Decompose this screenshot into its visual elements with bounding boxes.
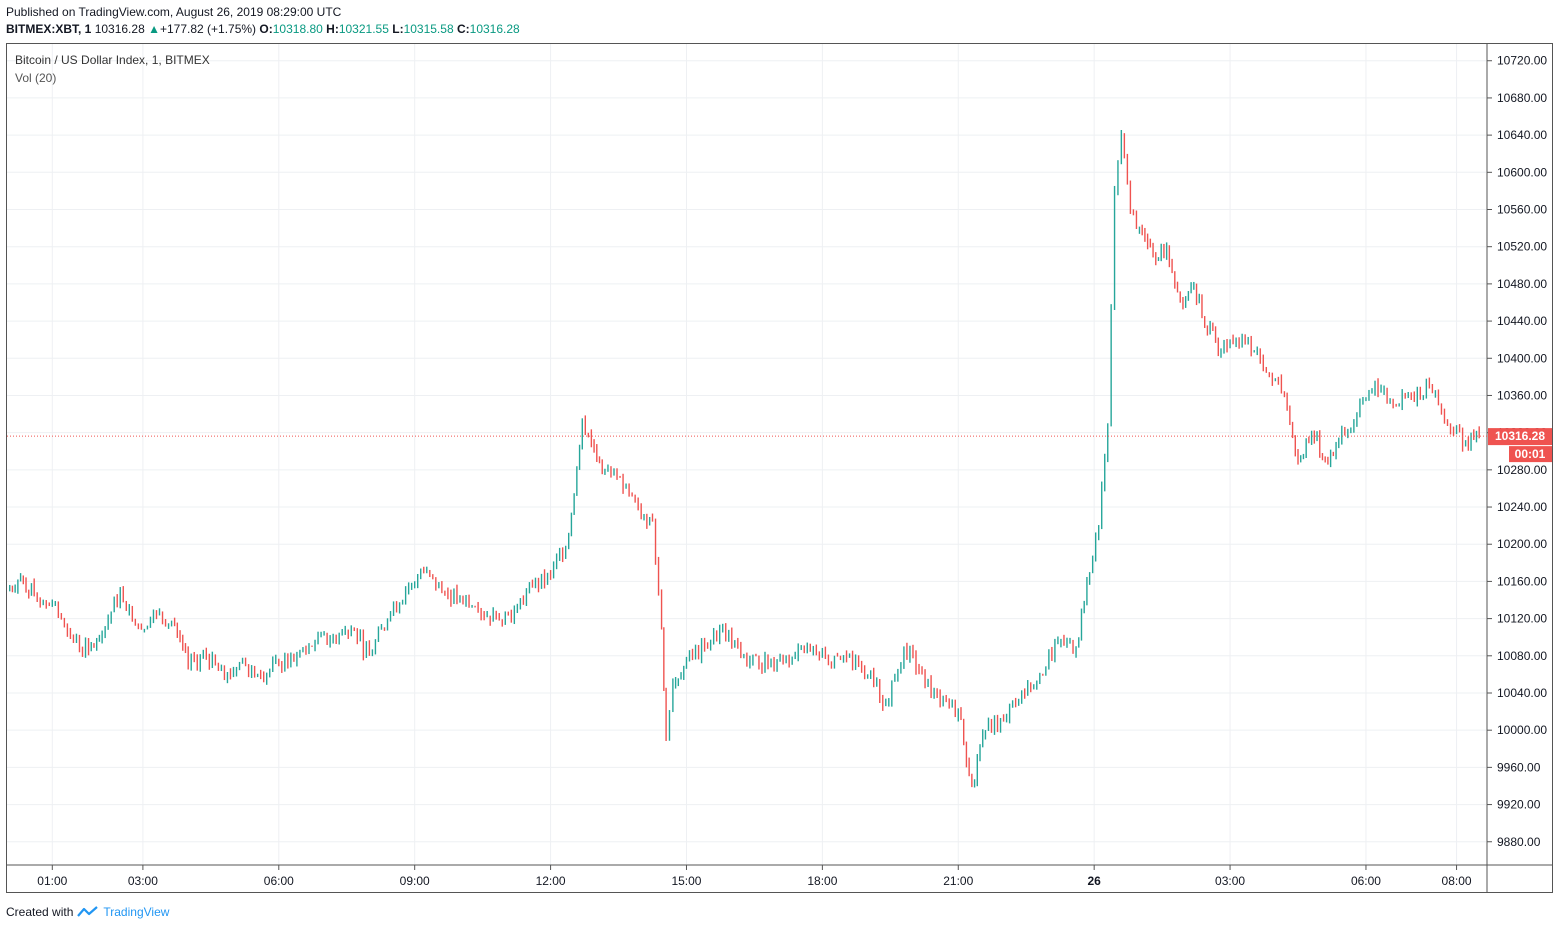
x-tick-label: 21:00 <box>943 874 973 888</box>
open-value: 10318.80 <box>272 22 323 36</box>
y-tick-label: 10400.00 <box>1497 351 1547 365</box>
low-label: L: <box>392 22 404 36</box>
y-tick-label: 9880.00 <box>1497 835 1541 849</box>
close-value: 10316.28 <box>469 22 520 36</box>
y-tick-label: 10440.00 <box>1497 314 1547 328</box>
y-tick-label: 10200.00 <box>1497 537 1547 551</box>
y-tick-label: 10160.00 <box>1497 574 1547 588</box>
symbol-label[interactable]: BITMEX:XBT, 1 <box>6 22 92 36</box>
y-tick-label: 10040.00 <box>1497 686 1547 700</box>
countdown-badge-text: 00:01 <box>1515 447 1546 461</box>
y-tick-label: 10680.00 <box>1497 91 1547 105</box>
x-tick-label: 15:00 <box>671 874 701 888</box>
y-tick-label: 10000.00 <box>1497 723 1547 737</box>
y-tick-label: 10640.00 <box>1497 128 1547 142</box>
high-value: 10321.55 <box>338 22 389 36</box>
volume-legend[interactable]: Vol (20) <box>15 71 57 85</box>
y-tick-label: 10120.00 <box>1497 612 1547 626</box>
x-tick-label: 26 <box>1087 874 1101 888</box>
y-tick-label: 10280.00 <box>1497 463 1547 477</box>
tradingview-logo-icon[interactable] <box>77 906 99 918</box>
last-price: 10316.28 <box>94 22 145 36</box>
y-tick-label: 10480.00 <box>1497 277 1547 291</box>
close-label: C: <box>456 22 470 36</box>
chart-frame[interactable] <box>6 43 1553 893</box>
x-tick-label: 08:00 <box>1442 874 1472 888</box>
last-price-badge-text: 10316.28 <box>1495 429 1545 443</box>
x-tick-label: 03:00 <box>1215 874 1245 888</box>
open-label: O: <box>259 22 273 36</box>
chart-legend-title[interactable]: Bitcoin / US Dollar Index, 1, BITMEX <box>15 53 210 67</box>
published-note: Published on TradingView.com, August 26,… <box>6 5 342 19</box>
x-tick-label: 09:00 <box>400 874 430 888</box>
change-value: +177.82 (+1.75%) <box>159 22 257 36</box>
low-value: 10315.58 <box>403 22 454 36</box>
high-label: H: <box>326 22 339 36</box>
x-tick-label: 12:00 <box>536 874 566 888</box>
y-tick-label: 10080.00 <box>1497 649 1547 663</box>
x-tick-label: 06:00 <box>1351 874 1381 888</box>
y-tick-label: 10360.00 <box>1497 388 1547 402</box>
y-tick-label: 10240.00 <box>1497 500 1547 514</box>
x-tick-label: 18:00 <box>807 874 837 888</box>
countdown-badge <box>1509 446 1552 463</box>
y-tick-label: 10520.00 <box>1497 240 1547 254</box>
y-tick-label: 9920.00 <box>1497 798 1541 812</box>
tradingview-brand[interactable]: TradingView <box>103 905 170 919</box>
x-tick-label: 06:00 <box>264 874 294 888</box>
footer: Created with TradingView <box>6 905 169 919</box>
y-tick-label: 10720.00 <box>1497 54 1547 68</box>
last-price-badge <box>1488 428 1552 446</box>
x-tick-label: 03:00 <box>128 874 158 888</box>
y-tick-label: 9960.00 <box>1497 760 1541 774</box>
x-tick-label: 01:00 <box>37 874 67 888</box>
y-tick-label: 10560.00 <box>1497 203 1547 217</box>
up-arrow-icon: ▲ <box>148 22 160 36</box>
created-with-text: Created with <box>6 905 74 919</box>
y-tick-label: 10600.00 <box>1497 165 1547 179</box>
ohlc-bar: BITMEX:XBT, 1 10316.28 ▲+177.82 (+1.75%)… <box>6 22 520 36</box>
